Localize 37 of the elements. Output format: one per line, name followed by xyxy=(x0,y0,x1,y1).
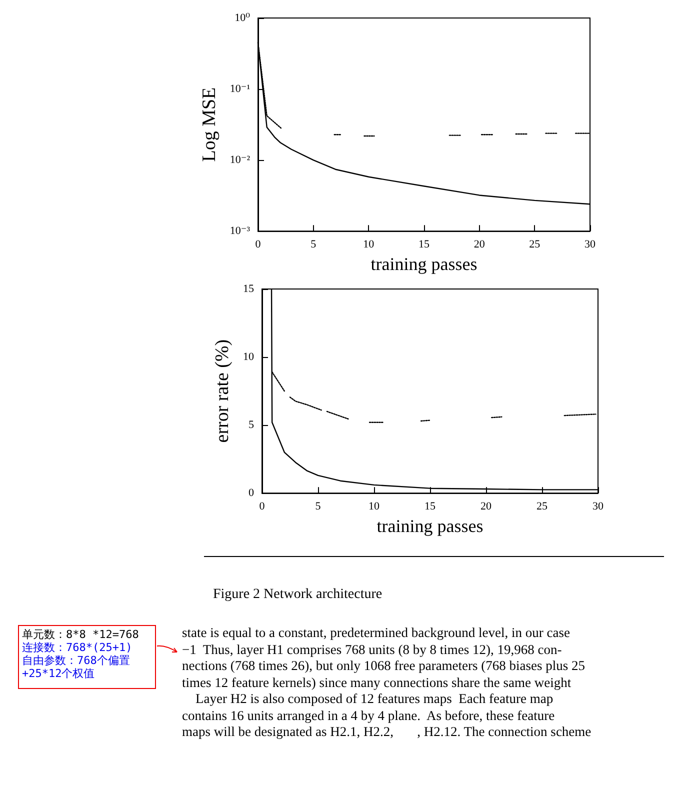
y-axis-title: error rate (%) xyxy=(212,339,233,443)
text: contains 16 units arranged in a 4 by 4 plane. As before, these feature xyxy=(182,708,556,724)
text: maps will be designated as H2.1, H2.2, , H2.12. The connection scheme xyxy=(182,724,592,740)
x-tick-label: 0 xyxy=(259,500,266,513)
x-tick-label: 10 xyxy=(363,238,375,251)
x-axis-title: training passes xyxy=(370,254,478,274)
caption: Figure 2 Network architecture xyxy=(213,587,384,603)
x-tick-label: 30 xyxy=(584,238,596,251)
x-tick-label: 25 xyxy=(529,238,541,251)
text: nections (768 times 26), but only 1068 free parameters (768 biases plus 25 xyxy=(182,658,586,674)
x-axis-title: training passes xyxy=(376,516,484,536)
x-tick-label: 5 xyxy=(310,238,317,251)
x-tick-label: 20 xyxy=(480,500,492,513)
y-tick-label: 10 xyxy=(243,351,254,364)
y-tick-label: 10⁻³ xyxy=(230,225,251,238)
x-tick-label: 15 xyxy=(418,238,430,251)
text: −1 Thus, layer H1 comprises 768 units (8 by 8 times 12), 19,968 con- xyxy=(182,642,563,658)
text: 连接数：768*(25+1) xyxy=(22,641,134,654)
y-tick-label: 10⁰ xyxy=(234,12,251,24)
x-tick-label: 30 xyxy=(592,500,604,513)
text: 单元数：8*8 *12=768 xyxy=(22,628,140,641)
x-tick-label: 25 xyxy=(536,500,548,513)
x-tick-label: 5 xyxy=(315,500,322,513)
y-tick-label: 15 xyxy=(243,283,254,295)
x-tick-label: 10 xyxy=(368,500,380,513)
y-tick-label: 10⁻¹ xyxy=(230,83,250,96)
y-axis-title: Log MSE xyxy=(198,87,220,162)
x-tick-label: 20 xyxy=(474,238,486,251)
y-tick-label: 10⁻² xyxy=(230,154,251,166)
text: +25*12个权值 xyxy=(22,667,96,680)
y-tick-label: 0 xyxy=(248,487,254,500)
y-tick-label: 5 xyxy=(248,419,254,432)
text: times 12 feature kernels) since many connections share the same weight xyxy=(182,674,572,691)
text: 自由参数：768个偏置 xyxy=(22,654,131,667)
x-tick-label: 15 xyxy=(424,500,436,513)
text: state is equal to a constant, predetermined background level, in our case xyxy=(182,625,571,642)
text: Layer H2 is also composed of 12 features maps Each feature map xyxy=(194,691,554,708)
